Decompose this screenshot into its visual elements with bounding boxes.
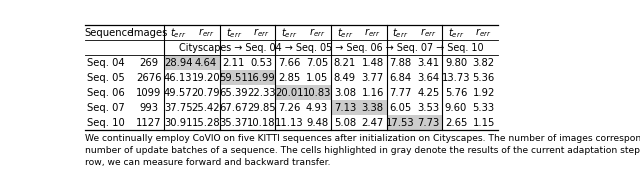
Text: Seq. 07: Seq. 07 xyxy=(87,103,125,113)
Text: 67.67: 67.67 xyxy=(220,103,248,113)
Text: $t_{err}$: $t_{err}$ xyxy=(281,26,298,40)
Text: 7.77: 7.77 xyxy=(389,88,412,98)
Bar xyxy=(275,85,303,100)
Text: 1.48: 1.48 xyxy=(362,58,384,68)
Text: 9.48: 9.48 xyxy=(306,118,328,128)
Text: $t_{err}$: $t_{err}$ xyxy=(225,26,242,40)
Bar xyxy=(248,70,275,85)
Text: 8.21: 8.21 xyxy=(333,58,356,68)
Text: 25.42: 25.42 xyxy=(191,103,220,113)
Text: 1.16: 1.16 xyxy=(362,88,384,98)
Text: 29.85: 29.85 xyxy=(247,103,276,113)
Text: $r_{err}$: $r_{err}$ xyxy=(420,27,436,39)
Text: Seq. 06: Seq. 06 xyxy=(87,88,125,98)
Text: 5.33: 5.33 xyxy=(473,103,495,113)
Text: 2.47: 2.47 xyxy=(362,118,384,128)
Text: 3.64: 3.64 xyxy=(417,73,439,83)
Text: 6.84: 6.84 xyxy=(389,73,412,83)
Text: Sequence: Sequence xyxy=(84,28,134,38)
Text: 20.79: 20.79 xyxy=(191,88,220,98)
Text: 37.75: 37.75 xyxy=(164,103,193,113)
Text: 3.08: 3.08 xyxy=(334,88,356,98)
Text: 2.65: 2.65 xyxy=(445,118,467,128)
Text: 5.36: 5.36 xyxy=(472,73,495,83)
Text: 6.05: 6.05 xyxy=(389,103,412,113)
Text: 65.39: 65.39 xyxy=(220,88,248,98)
Text: 22.33: 22.33 xyxy=(247,88,276,98)
Text: 5.76: 5.76 xyxy=(445,88,467,98)
Text: 2.11: 2.11 xyxy=(223,58,245,68)
Text: 9.60: 9.60 xyxy=(445,103,467,113)
Text: $r_{err}$: $r_{err}$ xyxy=(253,27,270,39)
Text: Seq. 04: Seq. 04 xyxy=(87,58,125,68)
Text: 2.85: 2.85 xyxy=(278,73,300,83)
Text: 3.38: 3.38 xyxy=(362,103,383,113)
Text: 0.53: 0.53 xyxy=(250,58,273,68)
Bar xyxy=(164,55,192,70)
Bar xyxy=(387,115,414,130)
Text: 1.92: 1.92 xyxy=(472,88,495,98)
Text: 269: 269 xyxy=(140,58,159,68)
Bar xyxy=(331,100,359,115)
Text: 59.51: 59.51 xyxy=(220,73,248,83)
Text: 4.25: 4.25 xyxy=(417,88,439,98)
Text: 1.05: 1.05 xyxy=(306,73,328,83)
Text: 7.05: 7.05 xyxy=(306,58,328,68)
Text: 16.99: 16.99 xyxy=(247,73,276,83)
Text: $t_{err}$: $t_{err}$ xyxy=(170,26,186,40)
Text: Images: Images xyxy=(131,28,167,38)
Text: 35.37: 35.37 xyxy=(220,118,248,128)
Text: $t_{err}$: $t_{err}$ xyxy=(448,26,464,40)
Text: 3.41: 3.41 xyxy=(417,58,439,68)
Bar xyxy=(220,70,248,85)
Text: 4.64: 4.64 xyxy=(195,58,217,68)
Text: 3.82: 3.82 xyxy=(473,58,495,68)
Text: 7.73: 7.73 xyxy=(417,118,439,128)
Bar xyxy=(192,55,220,70)
Text: $t_{err}$: $t_{err}$ xyxy=(337,26,353,40)
Text: 1.15: 1.15 xyxy=(472,118,495,128)
Text: Seq. 05: Seq. 05 xyxy=(87,73,125,83)
Text: 19.20: 19.20 xyxy=(191,73,220,83)
Text: 11.13: 11.13 xyxy=(275,118,303,128)
Text: 10.83: 10.83 xyxy=(303,88,332,98)
Text: 10.18: 10.18 xyxy=(247,118,276,128)
Text: Cityscapes → Seq. 04 → Seq. 05 → Seq. 06 → Seq. 07 → Seq. 10: Cityscapes → Seq. 04 → Seq. 05 → Seq. 06… xyxy=(179,43,483,53)
Bar xyxy=(414,115,442,130)
Text: $r_{err}$: $r_{err}$ xyxy=(198,27,214,39)
Text: 7.88: 7.88 xyxy=(389,58,412,68)
Bar xyxy=(303,85,331,100)
Text: 15.28: 15.28 xyxy=(191,118,220,128)
Text: $t_{err}$: $t_{err}$ xyxy=(392,26,408,40)
Text: 8.49: 8.49 xyxy=(334,73,356,83)
Bar xyxy=(359,100,387,115)
Text: 7.26: 7.26 xyxy=(278,103,301,113)
Text: 2676: 2676 xyxy=(136,73,162,83)
Text: Seq. 10: Seq. 10 xyxy=(87,118,125,128)
Text: We continually employ CoVIO on five KITTI sequences after initialization on City: We continually employ CoVIO on five KITT… xyxy=(85,134,640,167)
Text: 7.66: 7.66 xyxy=(278,58,301,68)
Text: 9.80: 9.80 xyxy=(445,58,467,68)
Text: 30.91: 30.91 xyxy=(164,118,193,128)
Text: 46.13: 46.13 xyxy=(164,73,193,83)
Text: 49.57: 49.57 xyxy=(164,88,193,98)
Text: 993: 993 xyxy=(140,103,159,113)
Text: 20.01: 20.01 xyxy=(275,88,303,98)
Text: $r_{err}$: $r_{err}$ xyxy=(309,27,325,39)
Text: 17.53: 17.53 xyxy=(386,118,415,128)
Text: $r_{err}$: $r_{err}$ xyxy=(364,27,381,39)
Text: 5.08: 5.08 xyxy=(334,118,356,128)
Text: 4.93: 4.93 xyxy=(306,103,328,113)
Text: 3.77: 3.77 xyxy=(362,73,384,83)
Text: 7.13: 7.13 xyxy=(333,103,356,113)
Text: 1099: 1099 xyxy=(136,88,162,98)
Text: $r_{err}$: $r_{err}$ xyxy=(476,27,492,39)
Text: 3.53: 3.53 xyxy=(417,103,439,113)
Text: 28.94: 28.94 xyxy=(164,58,193,68)
Text: 1127: 1127 xyxy=(136,118,162,128)
Text: 13.73: 13.73 xyxy=(442,73,470,83)
